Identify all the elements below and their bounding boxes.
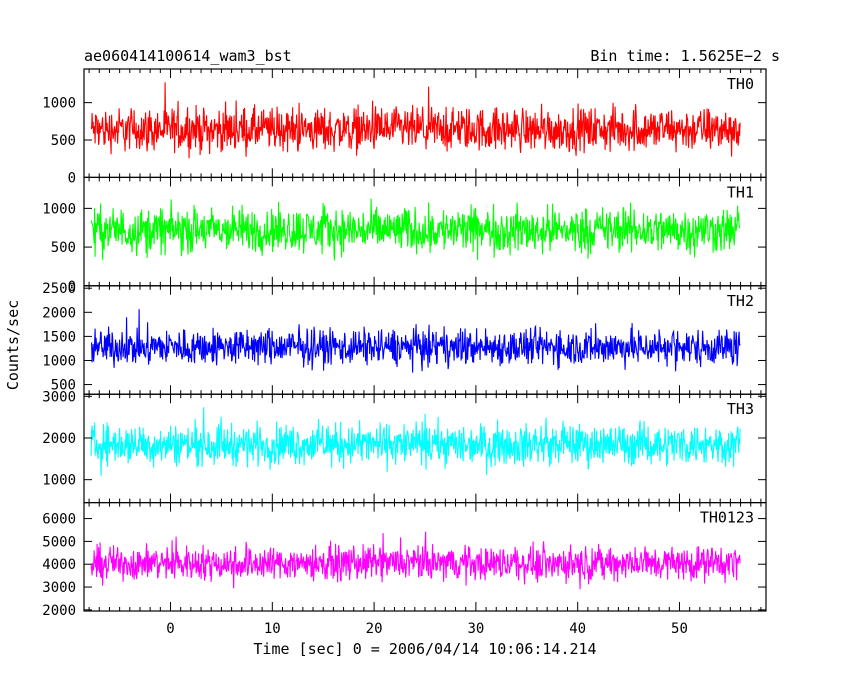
y-tick-label: 3000	[42, 580, 76, 596]
panel-th0: 0 500 1000 TH0	[42, 68, 767, 186]
panel-th0123: 2000 3000 4000 5000 6000 TH0123	[42, 502, 767, 619]
x-tick-label: 30	[467, 621, 484, 637]
x-tick-label: 50	[671, 621, 688, 637]
bin-time-label: Bin time: 1.5625E−2 s	[590, 47, 780, 65]
x-tick-label: 20	[366, 621, 383, 637]
y-tick-label: 4000	[42, 557, 76, 573]
y-tick-label: 2500	[42, 281, 76, 297]
y-tick-label: 1000	[42, 201, 76, 217]
y-tick-label: 0	[68, 279, 76, 295]
y-tick-label: 3000	[42, 389, 76, 405]
y-tick-label: 2000	[42, 305, 76, 321]
y-tick-label: 2000	[42, 603, 76, 619]
panel-label: TH0123	[700, 509, 754, 527]
panel-th2: 500 1000 1500 2000 2500 TH2	[42, 281, 767, 395]
y-axis-label: Counts/sec	[4, 300, 22, 390]
y-tick-label: 1000	[42, 96, 76, 112]
y-tick-label: 6000	[42, 512, 76, 528]
panel-label: TH0	[727, 75, 754, 93]
y-tick-label: 0	[68, 170, 76, 186]
series-th2	[90, 309, 741, 373]
x-axis-label: Time [sec] 0 = 2006/04/14 10:06:14.214	[253, 640, 596, 658]
y-tick-label: 1000	[42, 473, 76, 489]
panel-label: TH1	[727, 183, 754, 201]
y-tick-label: 500	[51, 378, 76, 394]
panel-label: TH2	[727, 292, 754, 310]
x-tick-label: 10	[264, 621, 281, 637]
series-th1	[90, 198, 741, 261]
y-tick-label: 5000	[42, 534, 76, 550]
series-th0123	[90, 531, 741, 590]
y-tick-label: 500	[51, 240, 76, 256]
series-th3	[90, 407, 741, 476]
panels: 05001000TH005001000TH1500100015002000250…	[42, 68, 767, 637]
panel-th3: 1000 2000 3000 TH3	[42, 389, 767, 504]
x-tick-label: 40	[569, 621, 586, 637]
panel-th1: 0 500 1000 TH1	[42, 176, 767, 295]
chart-title: ae060414100614_wam3_bst	[84, 47, 292, 65]
series-th0	[90, 82, 741, 159]
panel-label: TH3	[727, 400, 754, 418]
y-tick-label: 1000	[42, 353, 76, 369]
x-tick-label: 0	[166, 621, 174, 637]
y-tick-label: 500	[51, 133, 76, 149]
y-tick-label: 2000	[42, 431, 76, 447]
y-tick-label: 1500	[42, 329, 76, 345]
